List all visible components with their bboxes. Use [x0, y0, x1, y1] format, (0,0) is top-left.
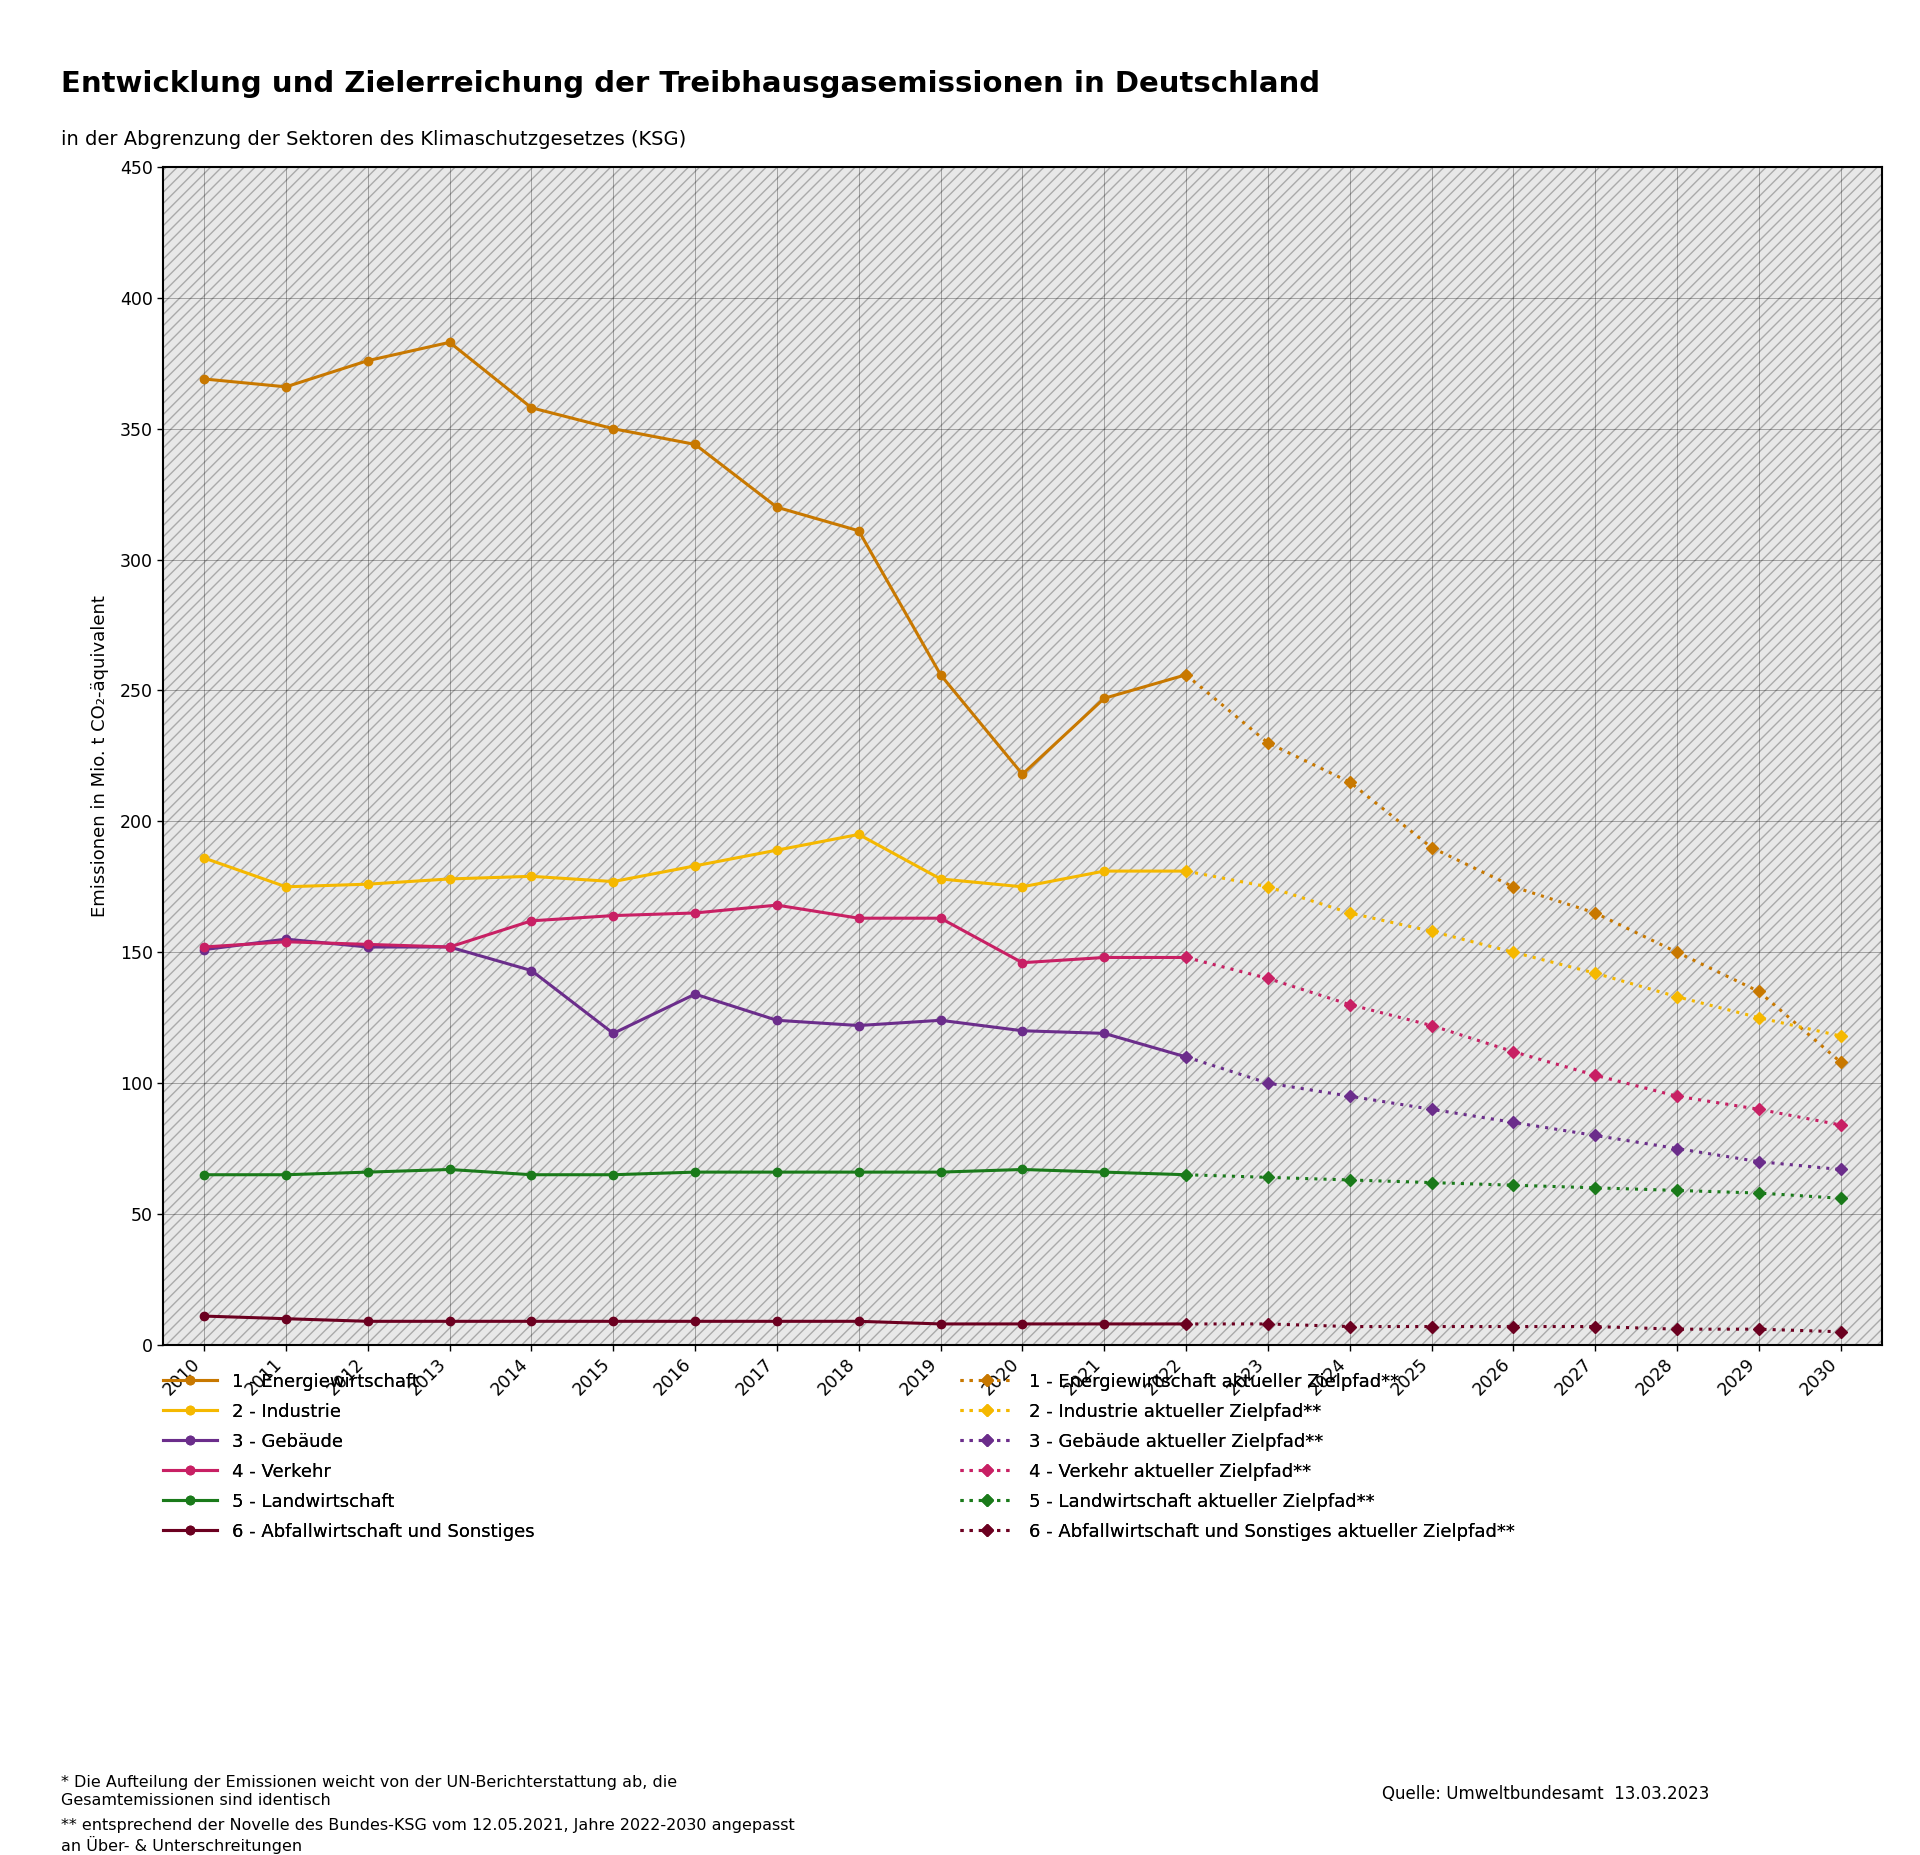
Text: in der Abgrenzung der Sektoren des Klimaschutzgesetzes (KSG): in der Abgrenzung der Sektoren des Klima…: [61, 130, 687, 148]
Legend: 1 - Energiewirtschaft, 2 - Industrie, 3 - Gebäude, 4 - Verkehr, 5 - Landwirtscha: 1 - Energiewirtschaft, 2 - Industrie, 3 …: [163, 1373, 534, 1542]
Text: Entwicklung und Zielerreichung der Treibhausgasemissionen in Deutschland: Entwicklung und Zielerreichung der Treib…: [61, 70, 1321, 98]
Legend: 1 - Energiewirtschaft aktueller Zielpfad**, 2 - Industrie aktueller Zielpfad**, : 1 - Energiewirtschaft aktueller Zielpfad…: [960, 1373, 1515, 1542]
Text: * Die Aufteilung der Emissionen weicht von der UN-Berichterstattung ab, die
Gesa: * Die Aufteilung der Emissionen weicht v…: [61, 1775, 678, 1807]
Text: ** entsprechend der Novelle des Bundes-KSG vom 12.05.2021, Jahre 2022-2030 angep: ** entsprechend der Novelle des Bundes-K…: [61, 1818, 795, 1853]
Y-axis label: Emissionen in Mio. t CO₂-äquivalent: Emissionen in Mio. t CO₂-äquivalent: [90, 595, 109, 916]
Text: Quelle: Umweltbundesamt  13.03.2023: Quelle: Umweltbundesamt 13.03.2023: [1382, 1785, 1711, 1803]
